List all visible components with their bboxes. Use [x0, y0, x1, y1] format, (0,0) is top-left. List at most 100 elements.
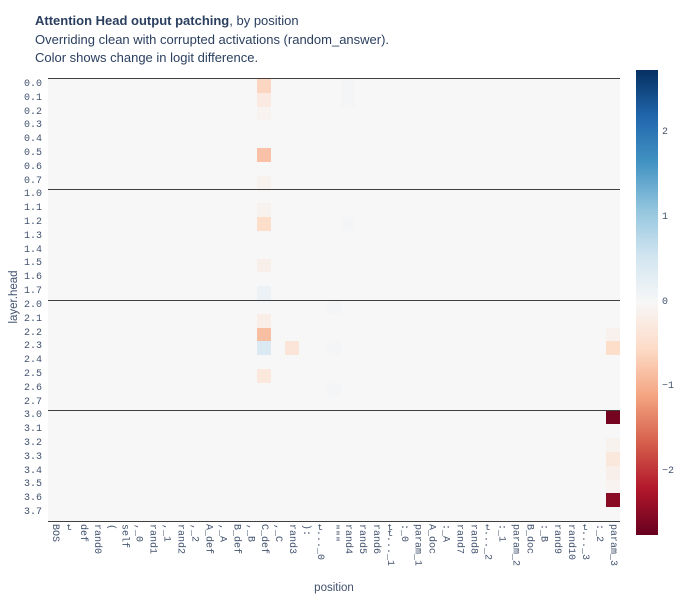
heatmap-cell	[564, 134, 579, 149]
heatmap-cell	[522, 438, 537, 452]
heatmap-cell	[452, 244, 467, 259]
heatmap-cell	[606, 203, 620, 218]
heatmap-cell	[424, 189, 439, 204]
heatmap-cell	[438, 451, 453, 466]
heatmap-cell	[508, 438, 523, 452]
heatmap-cell	[340, 134, 355, 149]
heatmap-cell	[592, 230, 607, 245]
x-axis-tick-labels: BOS ↵ def rand0(self ,_0 rand1 ,_1 rand2 ,_2 A_de…	[48, 524, 620, 586]
heatmap-cell	[145, 106, 160, 121]
heatmap-cell	[424, 203, 439, 218]
heatmap-cell	[48, 148, 62, 162]
heatmap-cell	[271, 272, 286, 287]
heatmap-cell	[536, 79, 551, 93]
heatmap-cell	[550, 175, 565, 190]
heatmap-cell	[145, 507, 160, 521]
heatmap-cell	[299, 148, 314, 162]
y-tick-label: 1.2	[23, 217, 42, 229]
heatmap-cell	[382, 92, 397, 107]
heatmap-cell	[550, 300, 565, 314]
heatmap-cell	[313, 507, 328, 521]
heatmap-cell	[494, 244, 509, 259]
heatmap-cell	[340, 424, 355, 439]
y-tick-label: 0.1	[23, 92, 42, 104]
heatmap-cell	[536, 286, 551, 300]
heatmap-cell	[145, 369, 160, 383]
heatmap-cell	[452, 148, 467, 162]
heatmap-cell	[313, 438, 328, 452]
heatmap-cell	[173, 258, 188, 273]
heatmap-cell	[508, 244, 523, 259]
heatmap-cell	[201, 106, 216, 121]
heatmap-cell	[229, 438, 244, 452]
heatmap-cell	[299, 175, 314, 190]
heatmap-cell	[578, 161, 593, 176]
heatmap-cell	[61, 493, 76, 508]
heatmap-cell	[438, 106, 453, 121]
heatmap-cell	[508, 230, 523, 245]
heatmap-cell	[243, 272, 258, 287]
heatmap-cell	[564, 272, 579, 287]
heatmap-cell	[536, 148, 551, 162]
heatmap-cell	[89, 175, 104, 190]
heatmap-cell	[173, 327, 188, 342]
heatmap-grid[interactable]	[48, 78, 620, 522]
heatmap-cell	[89, 369, 104, 383]
heatmap-cell	[396, 493, 411, 508]
heatmap-cell	[536, 355, 551, 370]
heatmap-cell	[215, 341, 230, 356]
heatmap-cell	[201, 92, 216, 107]
x-tick-label: ↵..._3	[579, 524, 591, 561]
heatmap-cell	[117, 355, 132, 370]
heatmap-cell	[229, 493, 244, 508]
heatmap-cell	[215, 465, 230, 480]
heatmap-cell	[313, 451, 328, 466]
heatmap-cell	[299, 382, 314, 397]
heatmap-cell	[480, 355, 495, 370]
heatmap-cell	[606, 438, 620, 452]
heatmap-cell	[215, 493, 230, 508]
heatmap-cell	[285, 203, 300, 218]
heatmap-cell	[592, 327, 607, 342]
heatmap-cell	[522, 382, 537, 397]
heatmap-cell	[592, 272, 607, 287]
heatmap-cell	[271, 313, 286, 328]
heatmap-cell	[592, 507, 607, 521]
heatmap-cell	[313, 203, 328, 218]
heatmap-cell	[424, 258, 439, 273]
heatmap-cell	[48, 369, 62, 383]
heatmap-cell	[522, 120, 537, 135]
heatmap-cell	[159, 286, 174, 300]
heatmap-cell	[606, 217, 620, 231]
heatmap-cell	[606, 258, 620, 273]
heatmap-cell	[145, 382, 160, 397]
heatmap-cell	[131, 355, 146, 370]
heatmap-cell	[494, 465, 509, 480]
heatmap-cell	[285, 396, 300, 411]
heatmap-cell	[592, 79, 607, 93]
heatmap-cell	[354, 272, 369, 287]
heatmap-cell	[424, 161, 439, 176]
heatmap-cell	[354, 161, 369, 176]
heatmap-cell	[117, 493, 132, 508]
heatmap-cell	[592, 120, 607, 135]
heatmap-cell	[368, 134, 383, 149]
heatmap-cell	[201, 300, 216, 314]
heatmap-cell	[382, 148, 397, 162]
heatmap-cell	[75, 203, 90, 218]
heatmap-cell	[340, 396, 355, 411]
heatmap-cell	[410, 175, 425, 190]
heatmap-cell	[61, 161, 76, 176]
heatmap-cell	[229, 258, 244, 273]
heatmap-cell	[75, 134, 90, 149]
heatmap-cell	[396, 465, 411, 480]
heatmap-cell	[578, 148, 593, 162]
heatmap-cell	[508, 327, 523, 342]
heatmap-cell	[229, 148, 244, 162]
heatmap-cell	[145, 424, 160, 439]
heatmap-cell	[480, 203, 495, 218]
heatmap-cell	[536, 507, 551, 521]
heatmap-cell	[494, 300, 509, 314]
plot-title: Attention Head output patching, by posit…	[35, 12, 389, 31]
heatmap-cell	[257, 507, 272, 521]
